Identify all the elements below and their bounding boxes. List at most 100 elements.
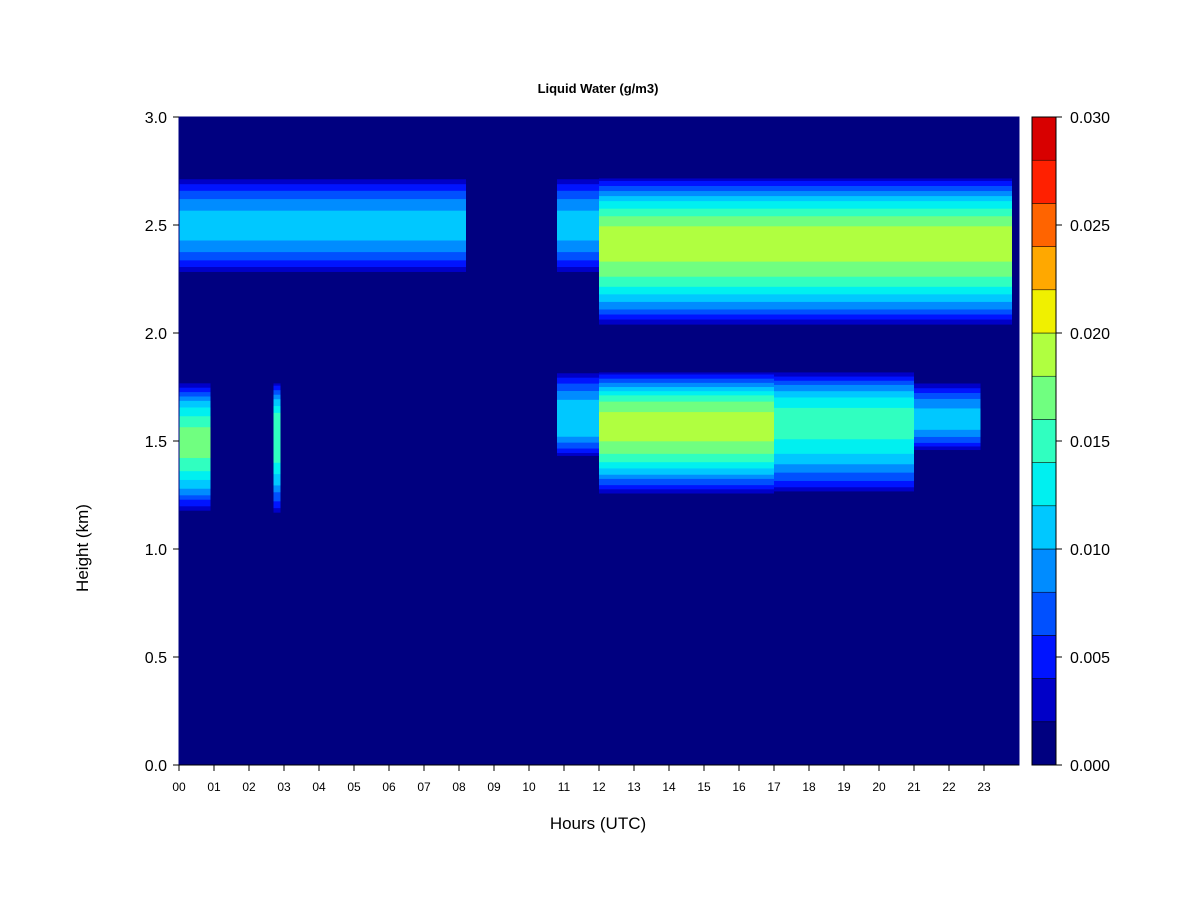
heatmap-cell xyxy=(557,271,599,274)
heatmap-cell xyxy=(774,482,914,486)
heatmap-cell xyxy=(599,210,1012,214)
heatmap-cell xyxy=(914,395,981,398)
heatmap-cell xyxy=(774,451,914,454)
heatmap-cell xyxy=(914,413,981,416)
heatmap-cell xyxy=(914,433,981,436)
heatmap-cell xyxy=(179,206,466,210)
heatmap-cell xyxy=(179,225,466,228)
heatmap-cell xyxy=(557,249,599,253)
heatmap-cell xyxy=(273,496,281,500)
cloud-segment-lower-5 xyxy=(914,380,981,453)
heatmap-cell xyxy=(914,419,981,422)
heatmap-cell xyxy=(273,484,281,488)
colorbar-swatch xyxy=(1031,635,1057,679)
y-tick-label: 3.0 xyxy=(145,110,167,127)
heatmap-cell xyxy=(599,263,1012,267)
colorbar-swatch xyxy=(1031,159,1057,204)
heatmap-cell xyxy=(557,428,599,431)
heatmap-cell xyxy=(774,394,914,398)
heatmap-cell xyxy=(179,258,466,261)
heatmap-cell xyxy=(179,439,211,443)
heatmap-cell xyxy=(774,492,914,496)
colorbar-tick-label: 0.015 xyxy=(1070,434,1110,451)
heatmap-cell xyxy=(914,425,981,428)
heatmap-cell xyxy=(599,476,774,479)
x-tick-label: 14 xyxy=(662,780,676,794)
heatmap-cell xyxy=(599,411,774,415)
heatmap-cell xyxy=(914,382,981,385)
heatmap-cell xyxy=(179,180,466,183)
heatmap-cell xyxy=(273,491,281,495)
heatmap-cell xyxy=(273,459,281,463)
x-tick-label: 13 xyxy=(627,780,641,794)
heatmap-cell xyxy=(557,381,599,384)
heatmap-cell xyxy=(774,371,914,375)
heatmap-cell xyxy=(273,471,281,475)
heatmap-cell xyxy=(557,436,599,439)
heatmap-cell xyxy=(914,392,981,395)
chart-title: Liquid Water (g/m3) xyxy=(538,81,659,96)
heatmap-cell xyxy=(599,457,774,461)
heatmap-cell xyxy=(774,415,914,419)
heatmap-cell xyxy=(179,273,466,276)
heatmap-cell xyxy=(273,423,281,427)
heatmap-cell xyxy=(273,514,281,518)
heatmap-cell xyxy=(179,190,466,193)
heatmap-cell xyxy=(557,388,599,391)
heatmap-cell xyxy=(179,200,466,203)
y-tick-label: 1.0 xyxy=(145,542,167,559)
heatmap-cell xyxy=(179,233,466,236)
heatmap-cell xyxy=(557,402,599,405)
heatmap-cell xyxy=(599,442,774,446)
heatmap-cell xyxy=(179,448,211,452)
cloud-segment-upper-2 xyxy=(599,175,1012,328)
heatmap-cell xyxy=(599,432,774,436)
heatmap-cell xyxy=(599,369,774,373)
heatmap-cell xyxy=(599,451,774,454)
heatmap-cell xyxy=(914,409,981,411)
heatmap-cell xyxy=(774,375,914,379)
heatmap-cell xyxy=(774,413,914,417)
heatmap-cell xyxy=(774,461,914,465)
heatmap-cell xyxy=(774,446,914,450)
heatmap-cell xyxy=(774,378,914,381)
heatmap-cell xyxy=(599,398,774,402)
heatmap-cell xyxy=(599,463,774,467)
heatmap-cell xyxy=(557,444,599,448)
heatmap-cell xyxy=(774,419,914,423)
heatmap-cell xyxy=(179,236,466,239)
heatmap-cell xyxy=(557,203,599,206)
heatmap-cell xyxy=(273,394,281,397)
heatmap-cell xyxy=(599,375,774,379)
heatmap-cell xyxy=(273,489,281,493)
heatmap-cell xyxy=(179,435,211,439)
heatmap-cell xyxy=(599,415,774,419)
heatmap-cell xyxy=(179,461,211,465)
heatmap-cell xyxy=(273,391,281,395)
heatmap-cell xyxy=(599,444,774,448)
heatmap-cell xyxy=(599,324,1012,328)
heatmap-cell xyxy=(774,421,914,425)
heatmap-cell xyxy=(179,398,211,401)
heatmap-cell xyxy=(179,496,211,500)
heatmap-cell xyxy=(273,464,281,468)
heatmap-cell xyxy=(557,253,599,256)
heatmap-cell xyxy=(599,394,774,398)
heatmap-cell xyxy=(179,246,466,249)
heatmap-cell xyxy=(914,416,981,418)
heatmap-cell xyxy=(914,436,981,439)
heatmap-cell xyxy=(179,211,466,215)
heatmap-cell xyxy=(557,266,599,269)
x-axis: 00 01 02 03 04 05 06 07 08 09 10 11 12 13 14 15 16 17 18 19… xyxy=(172,764,1019,794)
cloud-segment-lower-1 xyxy=(273,380,281,518)
heatmap-cell xyxy=(557,416,599,420)
heatmap-cell xyxy=(557,452,599,455)
heatmap-cell xyxy=(273,407,281,411)
heatmap-cell xyxy=(774,430,914,433)
heatmap-cell xyxy=(914,390,981,392)
heatmap-cell xyxy=(179,191,466,195)
heatmap-cell xyxy=(179,510,211,513)
heatmap-cell xyxy=(179,223,466,226)
colorbar-swatch xyxy=(1031,548,1057,593)
